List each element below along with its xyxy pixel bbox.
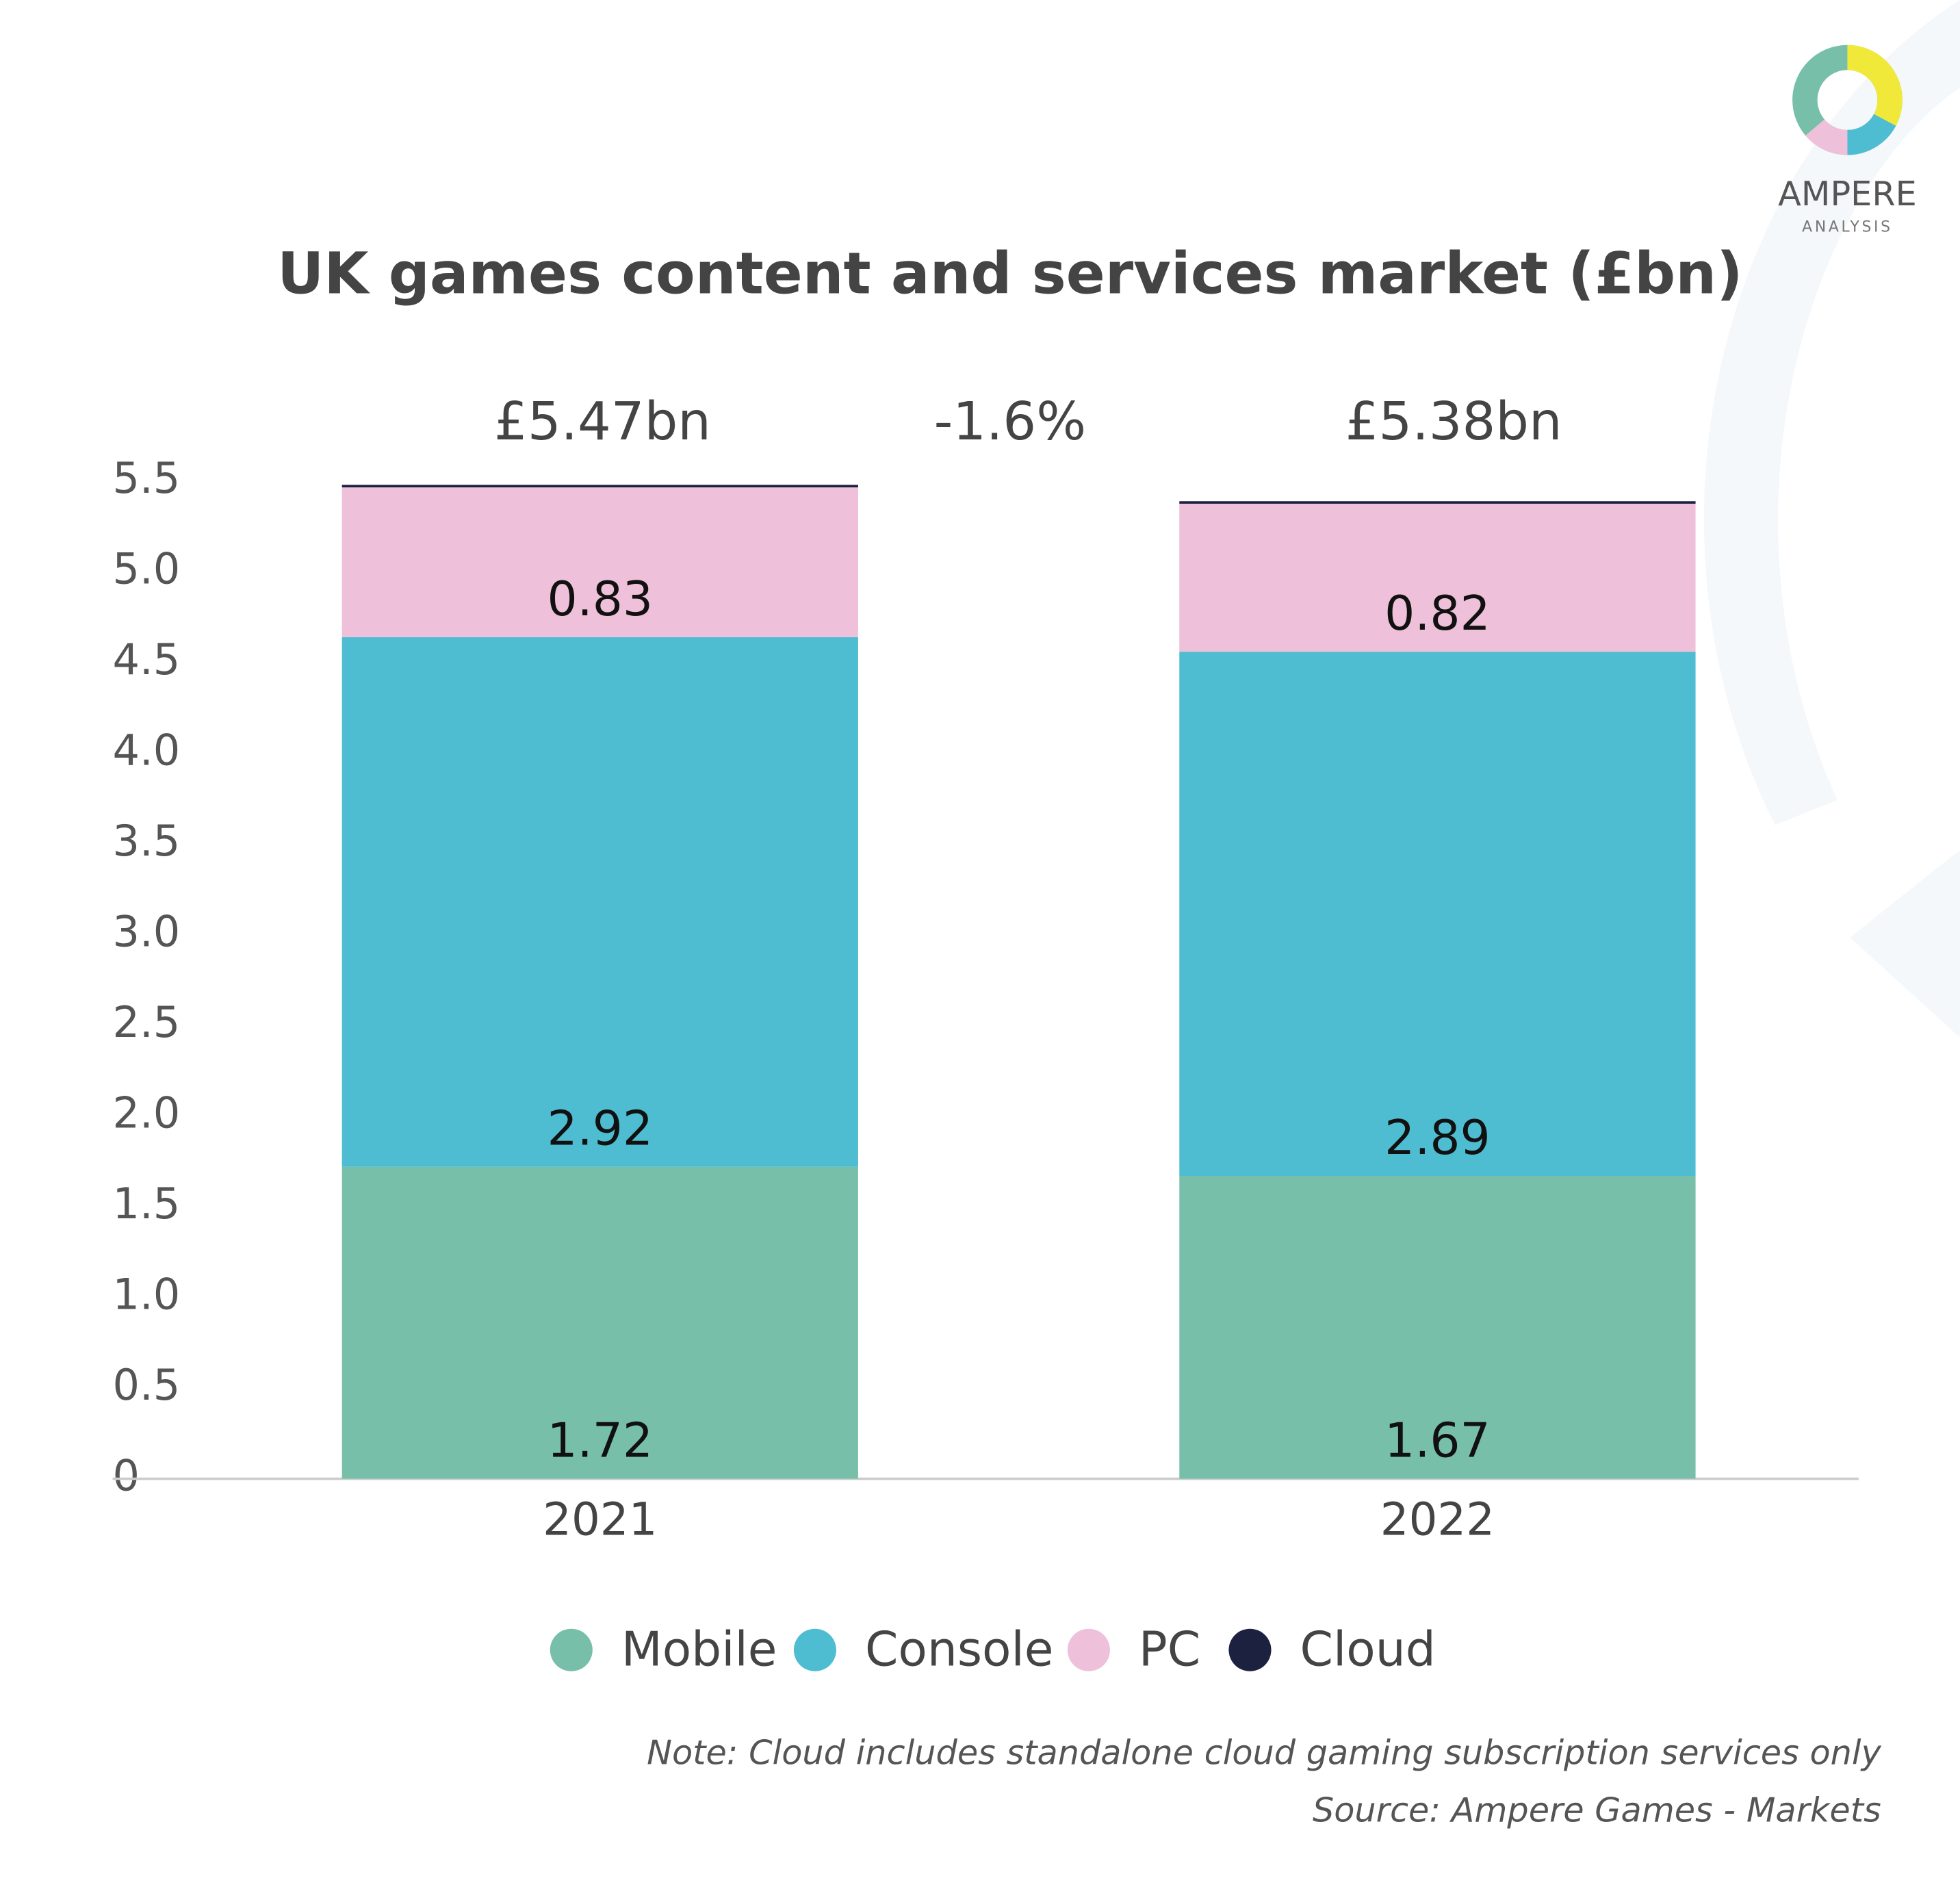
bar-segment — [341, 637, 858, 1167]
bar-segment — [341, 1166, 858, 1479]
decor — [1850, 849, 1960, 1038]
y-tick-label: 1.5 — [113, 1179, 181, 1229]
data-label: 0.82 — [1384, 587, 1491, 641]
data-label: 2.89 — [1384, 1111, 1491, 1166]
y-tick-label: 2.5 — [113, 997, 181, 1047]
logo-name: AMPERE — [1778, 174, 1917, 214]
y-tick-label: 0.5 — [113, 1360, 181, 1410]
annotation: £5.47bn — [494, 391, 711, 452]
y-tick-label: 5.0 — [113, 544, 181, 594]
x-tick-label: 2022 — [1380, 1493, 1495, 1546]
y-tick-label: 1.0 — [113, 1270, 181, 1320]
annotation: -1.6% — [934, 391, 1087, 452]
y-tick-label: 3.5 — [113, 816, 181, 866]
annotation: £5.38bn — [1345, 391, 1562, 452]
data-label: 1.67 — [1384, 1413, 1491, 1468]
logo-subname: ANALYSIS — [1802, 218, 1893, 235]
data-label: 1.72 — [547, 1413, 654, 1468]
data-label: 0.83 — [547, 572, 654, 627]
decor — [1703, 0, 1960, 825]
y-tick-label: 4.0 — [113, 726, 181, 775]
y-tick-label: 5.5 — [113, 453, 181, 503]
y-tick-label: 0 — [113, 1451, 140, 1501]
legend-label: PC — [1139, 1622, 1200, 1677]
bar-segment — [341, 485, 858, 488]
legend-label: Mobile — [621, 1622, 777, 1677]
x-tick-label: 2021 — [543, 1493, 657, 1546]
bar-segment — [1179, 652, 1696, 1177]
note: Note: Cloud includes standalone cloud ga… — [647, 1733, 1881, 1773]
y-tick-label: 3.0 — [113, 907, 181, 957]
bar-segment — [341, 487, 858, 638]
bar-segment — [1179, 1176, 1696, 1479]
legend-label: Cloud — [1300, 1622, 1436, 1677]
legend-marker — [1067, 1628, 1110, 1671]
y-tick-label: 2.0 — [113, 1088, 181, 1138]
legend-marker — [550, 1628, 593, 1671]
data-label: 2.92 — [547, 1102, 654, 1157]
logo: AMPERE ANALYSIS — [1778, 44, 1917, 235]
legend-label: Console — [865, 1622, 1053, 1677]
legend-marker — [793, 1628, 836, 1671]
legend-marker — [1228, 1628, 1272, 1671]
bar-segment — [1179, 501, 1696, 504]
chart-title: UK games content and services market (£b… — [277, 240, 1742, 307]
source: Source: Ampere Games - Markets — [1313, 1790, 1881, 1830]
y-tick-label: 4.5 — [113, 634, 181, 684]
bar-segment — [1179, 502, 1696, 652]
